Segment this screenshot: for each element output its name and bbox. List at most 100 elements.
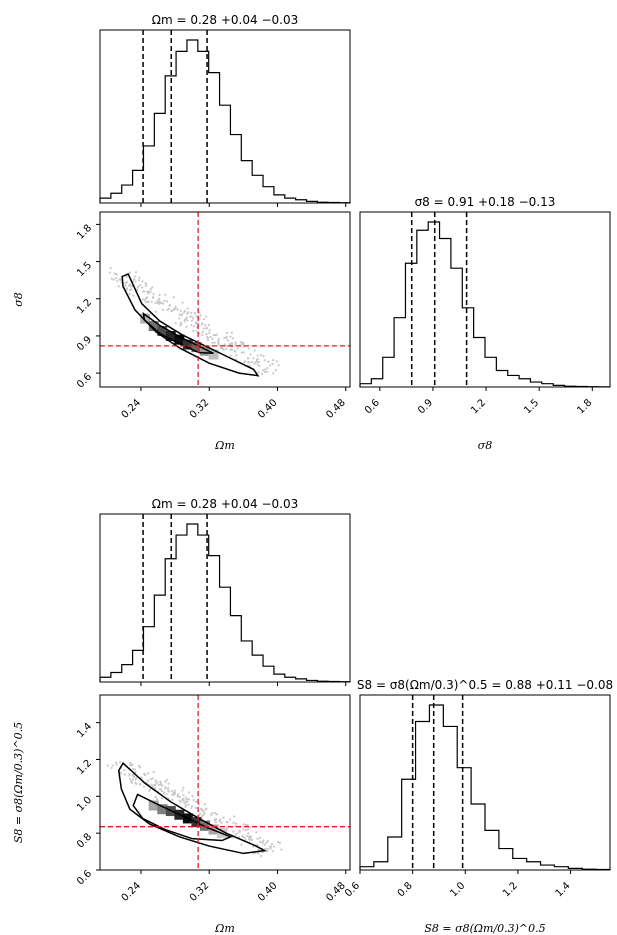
corner-0-scatter-point: [128, 271, 131, 274]
corner-1-scatter-point: [242, 823, 246, 826]
corner-0-scatter-point: [137, 279, 140, 282]
corner-0-scatter-point: [203, 324, 207, 327]
corner-1-scatter-point: [165, 778, 168, 782]
corner-1-scatter-point: [152, 770, 155, 773]
corner-1-scatter-point: [270, 842, 274, 846]
corner-1-scatter-point: [128, 774, 131, 777]
corner-0-scatter-point: [166, 308, 169, 311]
corner-0-scatter-point: [235, 354, 238, 357]
corner-0-scatter-point: [206, 339, 210, 342]
corner-1-scatter-point: [170, 790, 173, 793]
corner-0-scatter-point: [133, 278, 136, 281]
corner-0-scatter-point: [274, 369, 277, 372]
corner-0-scatter-point: [154, 310, 157, 313]
corner-1-scatter-point: [150, 783, 153, 786]
corner-0-scatter-point: [141, 298, 145, 301]
corner-1-scatter-point: [264, 847, 267, 850]
corner-0-scatter-point: [240, 343, 243, 346]
corner-0-scatter-point: [142, 290, 145, 293]
corner-1-scatter-point: [131, 778, 134, 781]
corner-1-scatter-point: [128, 777, 132, 781]
corner-0-joint-ylabel: σ8: [12, 292, 25, 307]
corner-1-scatter-point: [220, 821, 223, 824]
corner-1-scatter-point: [179, 800, 182, 804]
corner-0-scatter-point: [139, 284, 142, 287]
corner-1-scatter-point: [249, 835, 253, 838]
corner-0-scatter-point: [229, 354, 232, 357]
corner-0-hist-y-xtick-label-1: 0.9: [416, 397, 435, 416]
corner-0-scatter-point: [138, 276, 141, 279]
corner-0-scatter-point: [242, 361, 246, 364]
corner-0-scatter-point: [256, 363, 259, 366]
corner-1-scatter-point: [190, 806, 193, 810]
corner-0-joint-xtick-label-2: 0.40: [256, 397, 280, 421]
corner-1-scatter-point: [160, 797, 163, 800]
corner-1-scatter-point: [194, 800, 198, 803]
corner-0-scatter-point: [261, 372, 264, 376]
corner-0-scatter-point: [141, 286, 144, 289]
corner-1-scatter-point: [172, 791, 175, 794]
corner-1-scatter-point: [147, 772, 150, 775]
corner-0-hist-y-title: σ8 = 0.91 +0.18 −0.13: [415, 195, 556, 209]
corner-1-scatter-point: [241, 835, 244, 838]
corner-0-scatter-point: [193, 312, 197, 315]
corner-0-scatter-point: [124, 282, 127, 285]
corner-1-scatter-point: [200, 815, 204, 818]
corner-0-scatter-point: [205, 333, 208, 336]
corner-1-scatter-point: [184, 805, 187, 808]
corner-0-scatter-point: [195, 315, 198, 318]
corner-0-scatter-point: [184, 318, 187, 321]
corner-1-scatter-point: [242, 828, 245, 831]
corner-0-contour-1: [142, 311, 214, 355]
corner-0-scatter-point: [134, 275, 137, 278]
corner-0-scatter-point: [166, 300, 169, 303]
corner-0-hist-y-xlabel: σ8: [478, 439, 493, 452]
corner-0-scatter-point: [178, 313, 181, 316]
corner-1-scatter-point: [249, 838, 252, 842]
corner-1-scatter-point: [244, 824, 248, 827]
corner-0-scatter-point: [225, 335, 228, 338]
corner-0-scatter-point: [264, 368, 267, 371]
corner-0-scatter-point: [230, 331, 233, 334]
corner-0-hist2d-cell-3: [165, 330, 176, 341]
corner-1-scatter-point: [257, 852, 260, 855]
corner-0-scatter-point: [158, 298, 161, 301]
corner-1-scatter-point: [202, 812, 206, 815]
corner-1-scatter-point: [178, 795, 182, 799]
corner-0-scatter-point: [136, 285, 140, 288]
corner-0-joint-xtick-label-3: 0.48: [324, 397, 348, 421]
corner-1-scatter-point: [111, 764, 114, 767]
corner-1-hist-y-xlabel: S8 = σ8(Ωm/0.3)^0.5: [424, 922, 545, 935]
corner-0-scatter-point: [211, 341, 214, 344]
corner-1-scatter-point: [161, 784, 164, 787]
corner-0-scatter-point: [277, 364, 280, 367]
corner-0-scatter-point: [209, 335, 212, 339]
corner-0-scatter-point: [201, 333, 204, 336]
corner-0-scatter-point: [186, 312, 189, 315]
corner-0-contour-0: [121, 272, 260, 377]
corner-0-scatter-point: [124, 284, 127, 288]
corner-0-scatter-point: [262, 369, 265, 372]
corner-1-scatter-point: [269, 847, 272, 850]
corner-0-scatter-point: [196, 322, 200, 325]
corner-1-scatter-point: [240, 843, 243, 846]
corner-0-scatter-point: [179, 309, 182, 312]
corner-1-scatter-point: [167, 782, 170, 785]
corner-0-scatter-point: [257, 360, 261, 364]
corner-1-scatter-point: [142, 785, 146, 788]
corner-1-scatter-point: [276, 840, 280, 844]
corner-1-scatter-point: [272, 845, 276, 848]
corner-1-joint-xtick-label-0: 0.24: [120, 880, 144, 904]
corner-0-scatter-point: [253, 362, 256, 365]
corner-1-hist2d-cell-0: [148, 800, 159, 811]
corner-0-scatter-point: [236, 347, 239, 350]
corner-1-scatter-point: [164, 780, 167, 783]
corner-0-joint-ytick-label-1: 0.9: [75, 334, 94, 353]
corner-0-scatter-point: [225, 337, 228, 340]
corner-1-scatter-point: [131, 764, 134, 767]
corner-0-scatter-point: [205, 327, 208, 330]
corner-0-scatter-point: [172, 296, 175, 299]
corner-0-scatter-point: [229, 335, 232, 338]
corner-1-scatter-point: [226, 820, 229, 824]
corner-1-scatter-point: [144, 773, 147, 776]
